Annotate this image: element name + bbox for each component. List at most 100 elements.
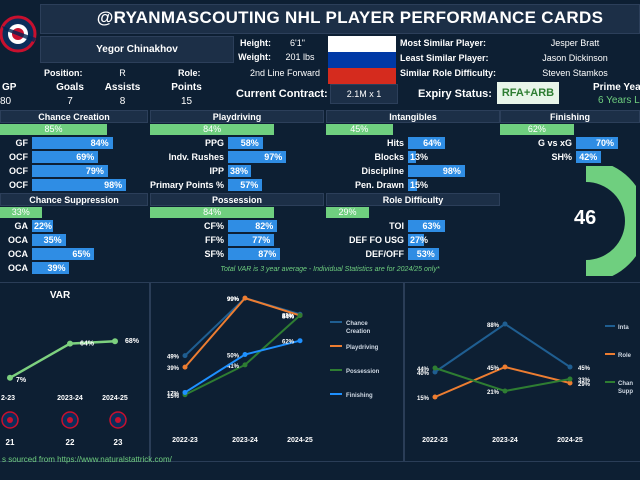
stat-bar: 70%	[576, 137, 636, 149]
stat-value: 84%	[90, 138, 109, 148]
defense-data-label: 40%	[417, 371, 430, 377]
team-logo-icon	[7, 417, 13, 423]
defense-point	[432, 394, 438, 400]
var-season-label: 2023-24	[57, 395, 83, 402]
var-point	[7, 374, 13, 381]
offense-legend-label: Playdriving	[346, 345, 379, 351]
contract-label: Current Contract:	[236, 88, 328, 100]
stat-bar: 98%	[32, 179, 128, 191]
stat-label: CF%	[204, 221, 224, 231]
defense-data-label: 44%	[417, 367, 430, 373]
page-title: @RYANMASCOUTING NHL PLAYER PERFORMANCE C…	[96, 8, 604, 27]
var-data-label: 64%	[80, 341, 95, 348]
stat-bar: 35%	[32, 234, 128, 246]
stat-bar: 53%	[408, 248, 466, 260]
finishing-title: Finishing	[500, 110, 640, 123]
stat-bar: 97%	[228, 151, 288, 163]
stat-bar-fill	[576, 151, 602, 163]
role-diff-value: Steven Stamkos	[542, 68, 608, 78]
defense-series-line	[434, 322, 571, 373]
stat-label: Indv. Rushes	[168, 152, 224, 162]
var-data-label: 7%	[16, 377, 27, 384]
expiry-label: Expiry Status:	[418, 88, 492, 100]
stat-bar-fill	[228, 151, 287, 163]
stat-bar-fill	[576, 137, 618, 149]
var-season-label: 2-23	[1, 395, 15, 402]
playdriving-overall-bar	[150, 124, 275, 135]
trend-charts: 7% 64% 68% 2-23 2023-24 2024-25 21 22 23 49% 99% 85…	[1, 295, 633, 447]
offense-data-label: 99%	[227, 297, 240, 303]
defense-x-label: 2024-25	[557, 437, 583, 444]
stat-label: Hits	[386, 138, 404, 148]
offense-data-label: 41%	[227, 364, 240, 370]
height-value: 6'1"	[290, 38, 305, 48]
stat-bar-fill	[228, 220, 278, 232]
stat-value: 82%	[255, 221, 274, 231]
defense-point	[567, 380, 573, 386]
stat-value: 38%	[230, 166, 249, 176]
source-note: s sourced from https://www.naturalstattr…	[2, 455, 172, 464]
stat-value: 53%	[416, 249, 435, 259]
stat-bar-fill	[408, 179, 417, 191]
offense-data-label: 62%	[282, 340, 295, 346]
stat-label: OCA	[8, 249, 28, 259]
stat-value: 58%	[240, 138, 259, 148]
least-similar-value: Jason Dickinson	[542, 53, 608, 63]
stat-label: Blocks	[374, 152, 404, 162]
stat-value: 35%	[43, 235, 62, 245]
stat-bar-fill	[408, 165, 465, 177]
stat-bar: 69%	[32, 151, 128, 163]
stat-bar-fill	[228, 248, 281, 260]
assists-label: Assists	[104, 82, 141, 93]
role-diff-label: Similar Role Difficulty:	[400, 68, 497, 78]
offense-legend-label: Creation	[346, 329, 371, 335]
overall-score: 46	[574, 207, 597, 229]
stat-bar: 82%	[228, 220, 288, 232]
team-year-label: 21	[6, 438, 15, 447]
stat-label: Discipline	[361, 166, 404, 176]
offense-data-label: 50%	[227, 354, 240, 360]
offense-point	[242, 362, 248, 368]
team-logo	[0, 4, 40, 64]
gp-label: GP	[2, 82, 17, 93]
defense-data-label: 21%	[487, 390, 500, 396]
stat-bar-fill	[32, 151, 99, 163]
contract-value: 2.1M x 1	[346, 89, 382, 99]
stat-bar: 79%	[32, 165, 128, 177]
stat-value: 13%	[410, 152, 429, 162]
team-year-label: 23	[114, 438, 123, 447]
most-similar-label: Most Similar Player:	[400, 38, 487, 48]
defense-data-label: 45%	[578, 366, 591, 372]
stat-bar-fill	[408, 137, 446, 149]
stat-label: OCF	[9, 180, 28, 190]
stat-value: 79%	[85, 166, 104, 176]
stat-bar: 42%	[576, 151, 636, 163]
role-label: Role:	[178, 68, 201, 78]
stat-bar: 98%	[408, 165, 466, 177]
stat-bar: 22%	[32, 220, 128, 232]
offense-x-label: 2023-24	[232, 437, 258, 444]
stat-label: OCF	[9, 152, 28, 162]
height-label: Height:	[240, 38, 271, 48]
defense-point	[502, 364, 508, 370]
var-panel	[0, 282, 150, 462]
offense-data-label: 84%	[282, 314, 295, 320]
defense-point	[432, 369, 438, 375]
stat-bar: 13%	[408, 151, 466, 163]
stat-label: TOI	[389, 221, 404, 231]
stat-bar: 84%	[32, 137, 128, 149]
chance-creation-overall-bar	[0, 124, 107, 135]
weight-label: Weight:	[238, 52, 271, 62]
assists-value: 8	[119, 96, 126, 107]
stat-bar-fill	[408, 248, 439, 260]
stat-label: GA	[14, 221, 29, 231]
stat-bar-fill	[408, 234, 424, 246]
offense-point	[242, 352, 248, 357]
stat-label: DEF FO USG	[348, 235, 404, 245]
defense-legend-label: Role	[618, 353, 632, 359]
prime-value: 6 Years L	[598, 95, 640, 106]
offense-legend-label: Finishing	[346, 393, 373, 399]
stat-bar-fill	[408, 151, 416, 163]
defense-legend-label: Inta	[618, 325, 629, 331]
offense-point	[182, 389, 188, 395]
